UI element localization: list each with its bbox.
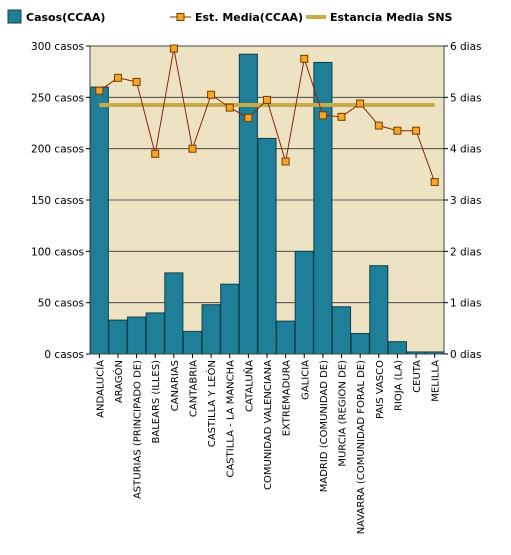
right-tick-label-5: 5 dias [450,92,482,104]
bar-3 [145,312,165,355]
legend-marker-est-media [176,13,185,21]
point-est-media-10 [281,157,290,166]
bar-15 [369,265,389,355]
bar-2 [127,316,147,355]
bar-9 [257,137,277,355]
point-est-media-2 [132,77,141,86]
left-tick-label-0: 0 casos [44,349,84,361]
right-tick-label-2: 2 dias [450,246,482,258]
x-tick-label-2: ASTURIAS (PRINCIPADO DE) [133,360,144,499]
x-tick-label-0: ANDALUCÍA [93,360,106,418]
point-est-media-12 [318,111,327,120]
point-est-media-3 [151,149,160,158]
x-tick-label-9: COMUNIDAD VALENCIANA [263,360,274,490]
left-tick-label-3: 150 casos [31,195,84,207]
legend-label-est-media: Est. Media(CCAA) [195,11,303,24]
x-tick-label-4: CANARIAS [170,360,181,411]
legend: Casos(CCAA) Est. Media(CCAA) Estancia Medi… [7,9,453,24]
point-est-media-8 [244,113,253,122]
left-tick-label-1: 50 casos [38,298,84,310]
x-tick-label-18: MELILLA [431,360,442,402]
bar-0 [89,86,109,355]
point-est-media-17 [412,126,421,135]
bar-5 [182,330,203,355]
legend-label-sns: Estancia Media SNS [330,11,453,24]
point-est-media-9 [263,95,271,104]
point-est-media-15 [374,121,383,130]
point-est-media-18 [430,178,439,187]
point-est-media-13 [337,112,346,121]
x-tick-label-3: BALEARS (ILLES) [151,360,162,444]
point-est-media-14 [356,99,365,108]
left-tick-label-6: 300 casos [31,41,84,53]
x-tick-label-14: NAVARRA (COMUNIDAD FORAL DE) [356,360,367,534]
legend-swatch-casos [7,9,22,24]
bar-16 [387,341,407,355]
x-tick-label-1: ARAGÓN [112,360,125,403]
point-est-media-16 [393,126,402,135]
bar-14 [350,332,370,355]
point-est-media-6 [207,90,216,99]
right-tick-label-1: 1 dias [450,298,482,310]
x-tick-label-17: CEUTA [412,360,423,393]
bar-13 [331,306,352,355]
bar-7 [220,283,240,355]
left-tick-label-5: 250 casos [31,92,84,104]
x-tick-label-8: CATALUÑA [242,360,255,412]
x-tick-label-7: CASTILLA - LA MANCHA [226,360,237,478]
x-tick-label-6: CASTILLA Y LEÓN [205,360,218,447]
point-est-media-5 [188,144,197,153]
bar-4 [164,272,184,355]
right-tick-label-4: 4 dias [450,144,482,156]
x-tick-label-13: MURCIA (REGION DE) [338,360,349,467]
point-est-media-4 [169,44,178,53]
x-tick-label-12: MADRID (COMUNIDAD DE) [319,360,330,492]
bar-1 [108,319,128,355]
bar-6 [201,304,221,355]
x-tick-label-5: CANTABRIA [188,360,199,417]
left-tick-label-4: 200 casos [31,144,84,156]
legend-label-casos: Casos(CCAA) [26,11,105,24]
bar-10 [276,320,296,355]
point-est-media-11 [300,54,309,63]
x-tick-label-11: GALICIA [300,360,311,400]
point-est-media-7 [225,103,234,112]
x-tick-label-15: PAIS VASCO [375,360,386,419]
x-tick-label-16: RIOJA (LA) [393,360,404,411]
point-est-media-1 [113,73,122,82]
bar-11 [294,250,314,355]
bar-8 [238,53,258,355]
right-tick-label-0: 0 dias [450,349,482,361]
point-est-media-0 [95,86,104,95]
right-tick-label-3: 3 dias [450,195,482,207]
x-tick-label-10: EXTREMADURA [282,360,293,436]
left-tick-label-2: 100 casos [31,246,84,258]
right-tick-label-6: 6 dias [450,41,482,53]
